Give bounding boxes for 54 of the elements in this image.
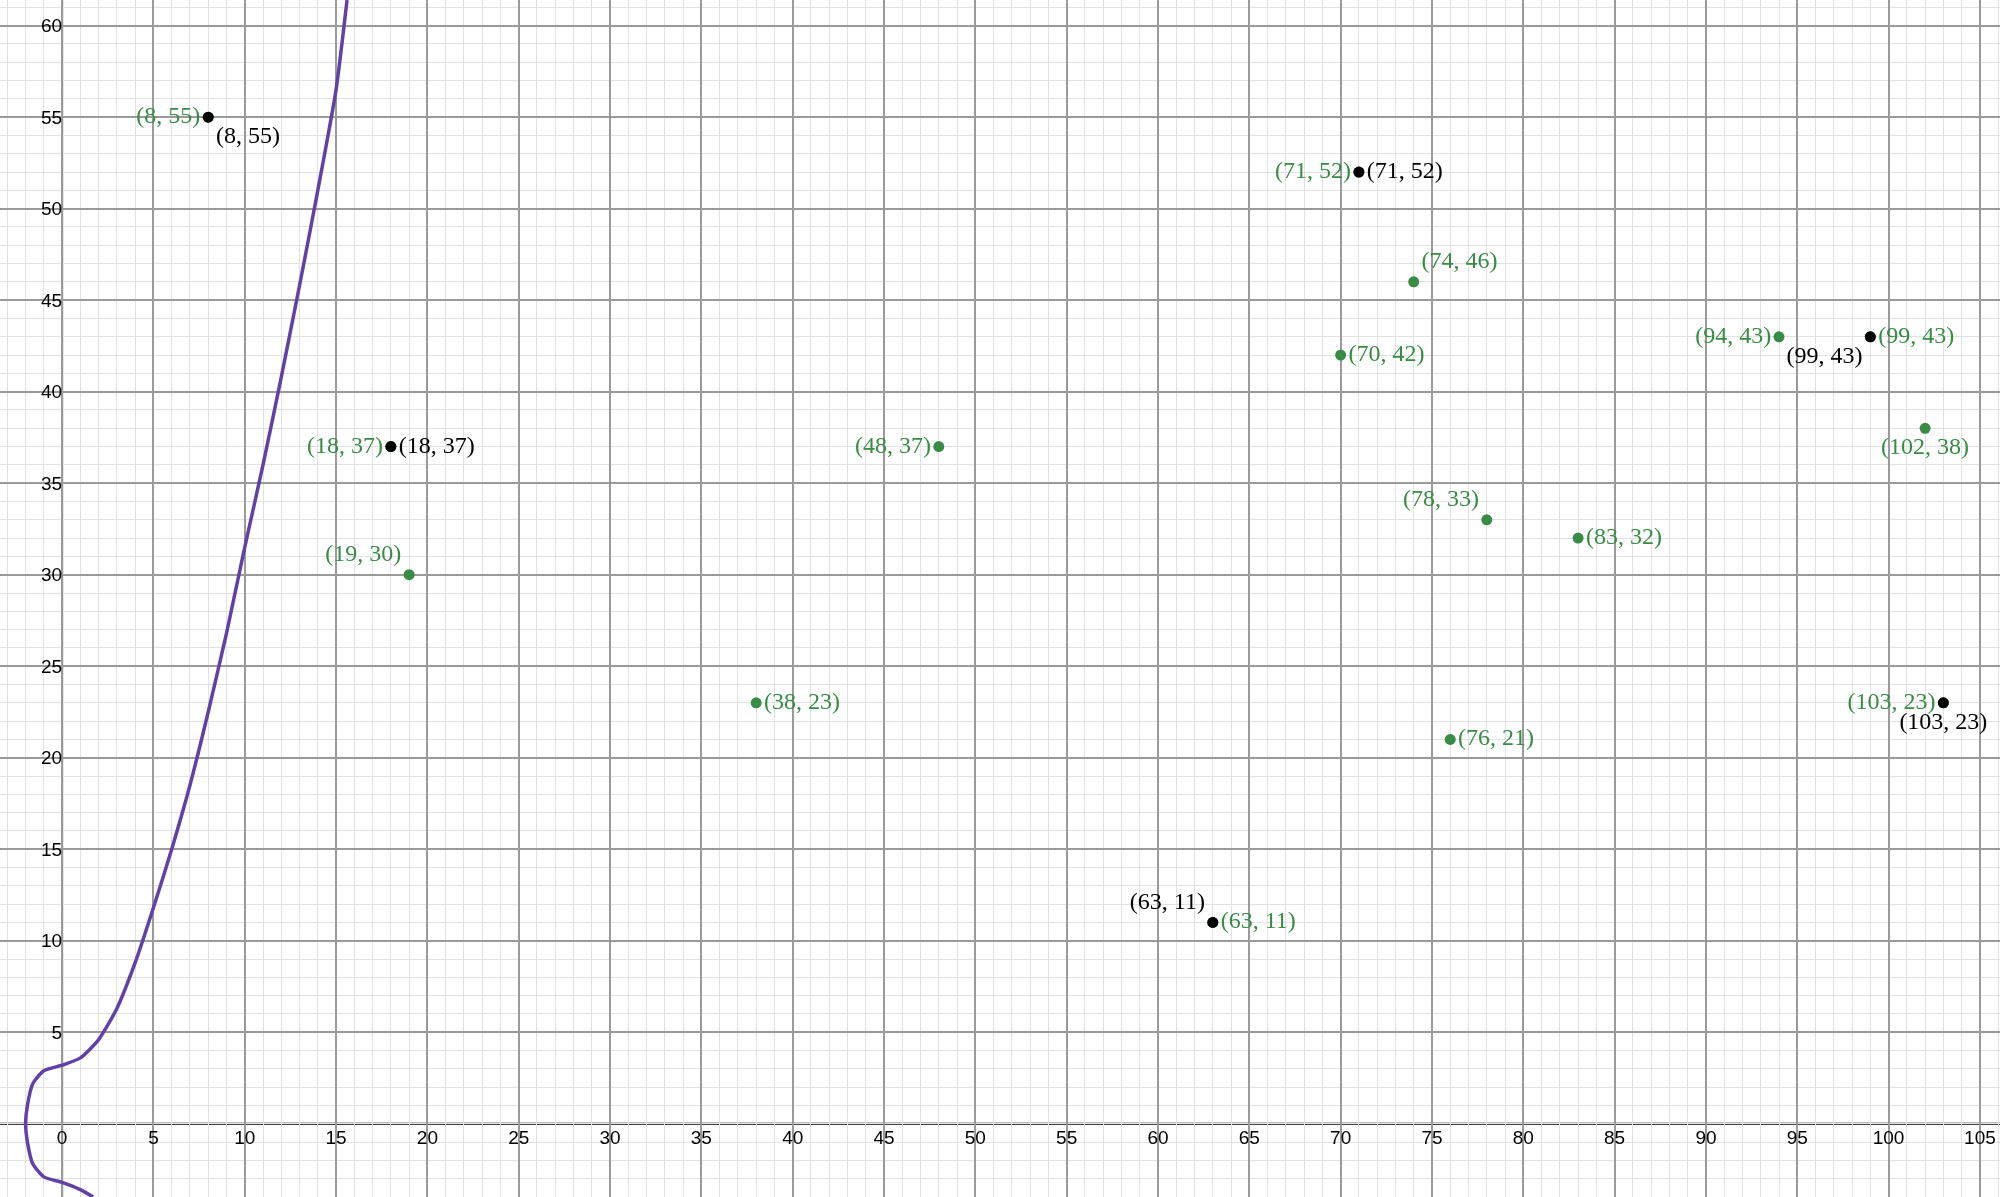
data-label: (74, 46) bbox=[1421, 246, 1498, 273]
y-tick-label: 15 bbox=[40, 838, 63, 860]
x-tick-label: 55 bbox=[1056, 1126, 1078, 1148]
data-label: (99, 43) bbox=[1786, 341, 1863, 368]
x-tick-label: 50 bbox=[964, 1126, 986, 1148]
x-tick-label: 10 bbox=[234, 1126, 256, 1148]
x-tick-label: 70 bbox=[1330, 1126, 1352, 1148]
x-tick-label: 90 bbox=[1695, 1126, 1717, 1148]
data-label: (18, 37) bbox=[398, 431, 475, 458]
data-label: (38, 23) bbox=[764, 687, 841, 714]
y-tick-label: 30 bbox=[40, 564, 63, 586]
x-tick-label: 30 bbox=[599, 1126, 621, 1148]
y-tick-label: 50 bbox=[40, 198, 63, 220]
x-tick-label: 65 bbox=[1238, 1126, 1260, 1148]
y-tick-label: 5 bbox=[51, 1021, 63, 1043]
data-label: (83, 32) bbox=[1585, 523, 1662, 550]
x-tick-label: 0 bbox=[56, 1126, 68, 1148]
x-tick-label: 25 bbox=[508, 1126, 530, 1148]
data-label: (63, 11) bbox=[1129, 887, 1205, 914]
x-tick-label: 35 bbox=[690, 1126, 712, 1148]
x-tick-label: 45 bbox=[873, 1126, 895, 1148]
data-label: (71, 52) bbox=[1366, 157, 1443, 184]
x-tick-label: 85 bbox=[1604, 1126, 1626, 1148]
y-tick-label: 20 bbox=[40, 747, 63, 769]
data-label: (18, 37) bbox=[307, 431, 383, 458]
x-tick-label: 5 bbox=[148, 1126, 159, 1148]
x-tick-label: 40 bbox=[782, 1126, 804, 1148]
x-tick-label: 60 bbox=[1147, 1126, 1169, 1148]
data-label: (63, 11) bbox=[1220, 907, 1296, 934]
y-tick-label: 25 bbox=[40, 655, 63, 677]
data-label: (94, 43) bbox=[1695, 321, 1772, 348]
y-tick-label: 55 bbox=[40, 106, 63, 128]
y-tick-label: 45 bbox=[40, 289, 63, 311]
x-tick-label: 105 bbox=[1964, 1126, 1996, 1148]
x-tick-label: 15 bbox=[325, 1126, 347, 1148]
x-tick-label: 75 bbox=[1421, 1126, 1443, 1148]
y-tick-label: 10 bbox=[40, 930, 63, 952]
data-label: (8, 55) bbox=[136, 102, 201, 129]
data-label: (8, 55) bbox=[216, 122, 281, 149]
y-tick-label: 60 bbox=[40, 15, 63, 37]
data-label: (19, 30) bbox=[325, 539, 402, 566]
data-label: (48, 37) bbox=[854, 431, 931, 458]
data-label: (102, 38) bbox=[1881, 433, 1970, 460]
y-tick-label: 40 bbox=[40, 381, 63, 403]
y-tick-label: 35 bbox=[40, 472, 63, 494]
x-tick-label: 80 bbox=[1512, 1126, 1534, 1148]
x-tick-label: 20 bbox=[416, 1126, 438, 1148]
x-tick-label: 95 bbox=[1786, 1126, 1808, 1148]
x-tick-label: 100 bbox=[1872, 1126, 1905, 1148]
data-label: (71, 52) bbox=[1275, 157, 1352, 184]
data-label: (99, 43) bbox=[1878, 321, 1955, 348]
data-label: (70, 42) bbox=[1348, 340, 1425, 367]
data-label: (76, 21) bbox=[1458, 724, 1535, 751]
data-label: (78, 33) bbox=[1402, 484, 1479, 511]
